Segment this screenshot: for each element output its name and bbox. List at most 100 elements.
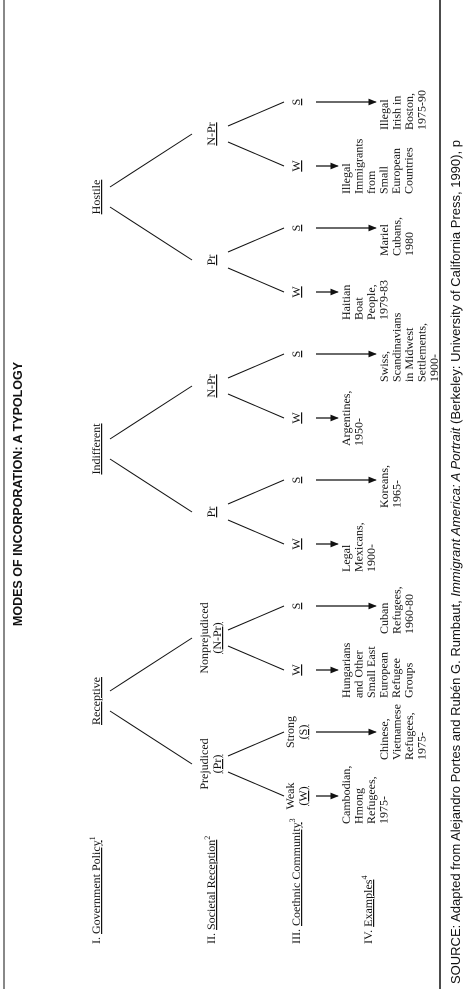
row-name: Coethnic Community [289, 822, 303, 926]
branch [109, 710, 193, 765]
community-label: S [289, 225, 303, 232]
example-line: 1980 [402, 232, 416, 256]
source-before: SOURCE: Adapted from Alejandro Portes an… [448, 597, 463, 984]
branch [227, 141, 285, 167]
example-line: European [389, 148, 403, 194]
example-line: Refugees, [402, 712, 416, 760]
source-note: SOURCE: Adapted from Alejandro Portes an… [448, 140, 463, 984]
example-line: 1975- [377, 796, 391, 824]
example-line: Vietnamese [390, 704, 404, 760]
reception-label: (Pr) [210, 755, 224, 774]
reception-label: Pr [204, 255, 218, 266]
reception-label: Prejudiced [197, 738, 211, 789]
example-line: Boat [352, 297, 366, 320]
community-label: (S) [296, 725, 310, 740]
title: MODES OF INCORPORATION: A TYPOLOGY [11, 361, 25, 626]
branch [227, 771, 285, 797]
example-line: Illegal [339, 163, 353, 194]
community-label: S [289, 351, 303, 358]
row-name: Societal Reception [204, 840, 218, 930]
example-line: Settlements, [415, 323, 429, 382]
example-line: Mexicans, [352, 522, 366, 572]
example-line: Cuban [377, 603, 391, 634]
community-label: W [289, 160, 303, 172]
reception-label: N-Pr [204, 374, 218, 397]
source-title: Immigrant America: A Portrait [448, 426, 463, 596]
branch [227, 267, 285, 293]
community-label: W [289, 664, 303, 676]
example-line: 1900- [427, 354, 441, 382]
row-number: I. [89, 937, 103, 944]
example-line: 1965- [390, 480, 404, 508]
example-line: Argentines, [339, 391, 353, 446]
branch [227, 353, 285, 379]
row-label: II. Societal Reception2 [203, 836, 218, 944]
policy-label: Receptive [89, 677, 103, 725]
branch [109, 133, 193, 188]
community-label: W [289, 286, 303, 298]
rotated-page: MODES OF INCORPORATION: A TYPOLOGY I. Gov… [3, 0, 463, 989]
row-name: Government Policy [89, 840, 103, 934]
branch [227, 101, 285, 127]
example-line: Swiss, [377, 351, 391, 382]
reception-label: Pr [204, 507, 218, 518]
row-label: I. Government Policy1 [88, 836, 103, 944]
branch [227, 645, 285, 671]
branch [227, 227, 285, 253]
example-line: Cambodian, [339, 766, 353, 824]
example-line: Koreans, [377, 465, 391, 508]
example-line: Scandinavians [390, 312, 404, 382]
example-line: in Midwest [402, 327, 416, 382]
community-label: S [289, 477, 303, 484]
example-line: Hmong [352, 788, 366, 824]
row-label: IV. Examples4 [360, 876, 375, 944]
example-line: 1979-83 [377, 280, 391, 320]
example-line: Refugee [389, 658, 403, 698]
example-line: Mariel [377, 223, 391, 256]
row-note: 1 [88, 836, 97, 840]
branch [227, 731, 285, 757]
example-line: 1975-90 [415, 90, 429, 130]
row-label: III. Coethnic Community3 [288, 818, 303, 944]
branch [109, 458, 193, 513]
example-line: European [377, 652, 391, 698]
row-note: 3 [288, 818, 297, 822]
branch [109, 385, 193, 440]
reception-label: Nonprejudiced [197, 602, 211, 673]
community-label: W [289, 538, 303, 550]
community-label: S [289, 99, 303, 106]
example-line: Refugees, [390, 586, 404, 634]
policy-label: Hostile [89, 180, 103, 215]
row-number: II. [204, 933, 218, 944]
example-line: and Other [352, 650, 366, 698]
reception-label: N-Pr [204, 122, 218, 145]
branch [227, 519, 285, 545]
reception-label: (N-Pr) [210, 622, 224, 653]
policy-label: Indifferent [89, 423, 103, 475]
branch [109, 637, 193, 692]
row-note: 2 [203, 836, 212, 840]
row-number: IV. [361, 930, 375, 944]
example-line: 1950- [352, 418, 366, 446]
row-name: Examples [361, 879, 375, 927]
community-label: W [289, 412, 303, 424]
example-line: from [364, 170, 378, 194]
source-after: (Berkeley: University of California Pres… [448, 140, 463, 428]
row-note: 4 [360, 876, 369, 880]
example-line: Countries [402, 147, 416, 194]
example-line: Chinese, [377, 718, 391, 760]
example-line: 1900- [364, 544, 378, 572]
example-line: Irish in [390, 96, 404, 130]
branch [227, 393, 285, 419]
example-line: 1975- [415, 732, 429, 760]
example-line: Boston, [402, 93, 416, 130]
example-line: Groups [402, 662, 416, 698]
example-line: Legal [339, 544, 353, 572]
example-line: Hungarians [339, 642, 353, 698]
community-label: Strong [283, 716, 297, 748]
branch [109, 206, 193, 261]
community-label: (W) [296, 786, 310, 805]
example-line: Cubans, [390, 217, 404, 256]
